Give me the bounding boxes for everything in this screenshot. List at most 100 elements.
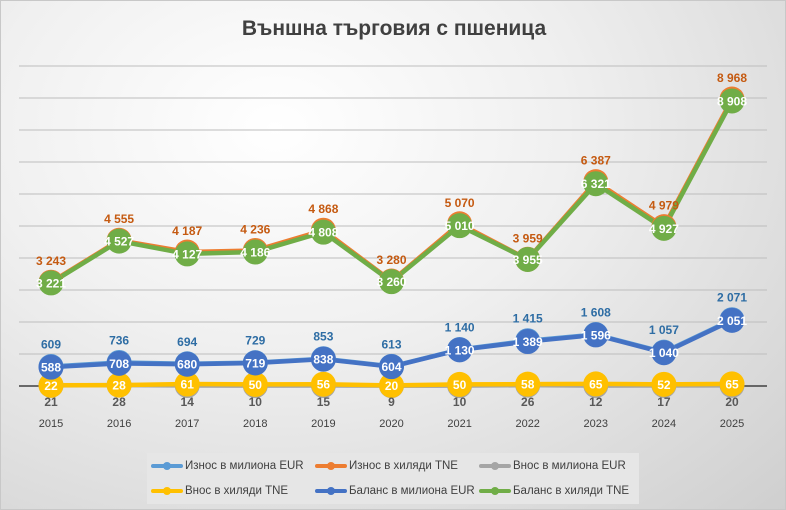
data-point <box>310 346 336 372</box>
data-point <box>515 329 541 355</box>
data-label: 694 <box>177 335 197 349</box>
legend-label: Износ в милиона EUR <box>185 459 304 472</box>
data-label: 65 <box>589 377 603 391</box>
data-point <box>447 213 473 239</box>
data-label: 609 <box>41 338 61 352</box>
data-label: 680 <box>177 358 197 372</box>
data-label: 3 260 <box>376 275 406 289</box>
data-label: 4 186 <box>240 246 270 260</box>
legend-label: Баланс в хиляди TNE <box>513 484 630 497</box>
data-point <box>651 340 677 366</box>
data-point <box>447 337 473 363</box>
data-label: 3 221 <box>36 276 66 290</box>
data-label: 58 <box>521 378 535 392</box>
data-point <box>651 371 677 397</box>
data-label: 1 130 <box>445 343 475 357</box>
data-point <box>310 219 336 245</box>
data-label: 736 <box>109 333 129 347</box>
legend-line-marker-icon <box>315 461 347 470</box>
data-label: 588 <box>41 361 61 375</box>
data-label: 708 <box>109 357 129 371</box>
x-tick-label: 2015 <box>39 418 63 430</box>
data-label: 4 236 <box>240 222 270 236</box>
data-point <box>583 322 609 348</box>
x-tick-label: 2018 <box>243 418 267 430</box>
data-label: 12 <box>589 395 603 409</box>
data-label: 61 <box>181 378 195 392</box>
data-label: 1 608 <box>581 306 611 320</box>
data-point <box>174 241 200 267</box>
data-label: 20 <box>725 395 739 409</box>
data-label: 3 959 <box>513 231 543 245</box>
data-point <box>583 171 609 197</box>
data-label: 5 010 <box>445 219 475 233</box>
legend: Износ в милиона EUR Износ в хиляди TNE Вно… <box>147 453 639 504</box>
data-label: 8 968 <box>717 71 747 85</box>
data-point <box>447 371 473 397</box>
data-label: 65 <box>725 377 739 391</box>
data-label: 4 927 <box>649 222 679 236</box>
data-label: 604 <box>381 360 401 374</box>
data-label: 3 955 <box>513 253 543 267</box>
x-tick-label: 2019 <box>311 418 335 430</box>
data-point <box>106 350 132 376</box>
data-point <box>242 371 268 397</box>
data-label: 1 389 <box>513 335 543 349</box>
legend-item: Баланс в милиона EUR <box>311 485 475 497</box>
data-label: 4 979 <box>649 199 679 213</box>
data-point <box>719 88 745 114</box>
data-label: 28 <box>112 395 126 409</box>
x-tick-label: 2025 <box>720 418 744 430</box>
legend-item: Износ в милиона EUR <box>147 460 311 472</box>
x-tick-label: 2020 <box>379 418 403 430</box>
data-point <box>719 371 745 397</box>
legend-line-marker-icon <box>151 486 183 495</box>
data-label: 21 <box>44 395 58 409</box>
data-point <box>174 371 200 397</box>
data-label: 17 <box>657 395 671 409</box>
data-point <box>719 307 745 333</box>
data-label: 22 <box>44 379 58 393</box>
data-label: 853 <box>313 330 333 344</box>
data-point <box>379 354 404 380</box>
data-point <box>651 215 677 241</box>
data-label: 1 057 <box>649 323 679 337</box>
data-label: 719 <box>245 356 265 370</box>
legend-label: Баланс в милиона EUR <box>349 484 475 497</box>
chart-title: Външна търговия с пшеница <box>241 17 547 40</box>
data-point <box>310 371 336 397</box>
data-point <box>106 228 132 254</box>
data-label: 1 140 <box>445 321 475 335</box>
data-label: 10 <box>453 395 467 409</box>
data-point <box>106 372 132 398</box>
data-label: 2 051 <box>717 314 747 328</box>
data-label: 8 908 <box>717 94 747 108</box>
legend-label: Внос в хиляди TNE <box>185 484 289 497</box>
legend-label: Внос в милиона EUR <box>513 459 626 472</box>
data-label: 10 <box>249 395 263 409</box>
data-label: 4 868 <box>308 202 338 216</box>
data-label: 1 415 <box>513 312 543 326</box>
x-tick-label: 2016 <box>107 418 131 430</box>
data-label: 52 <box>657 378 671 392</box>
data-label: 4 127 <box>172 247 202 261</box>
legend-item: Внос в милиона EUR <box>475 460 639 472</box>
data-point <box>242 239 268 265</box>
legend-item: Износ в хиляди TNE <box>311 460 475 472</box>
data-label: 613 <box>381 337 401 351</box>
data-label: 4 555 <box>104 212 134 226</box>
data-point <box>379 269 404 295</box>
data-point <box>515 371 541 397</box>
x-tick-label: 2022 <box>515 418 539 430</box>
data-label: 6 387 <box>581 154 611 168</box>
data-label: 50 <box>453 378 467 392</box>
data-label: 28 <box>112 379 126 393</box>
plot-area: 2015 2016 2017 2018 2019 2020 2021 2022 2023 2024… <box>19 65 767 430</box>
data-label: 15 <box>317 395 331 409</box>
data-label: 838 <box>313 353 333 367</box>
data-point <box>38 372 64 398</box>
data-label: 6 321 <box>581 177 611 191</box>
legend-line-marker-icon <box>479 461 511 470</box>
x-tick-label: 2024 <box>652 418 676 430</box>
